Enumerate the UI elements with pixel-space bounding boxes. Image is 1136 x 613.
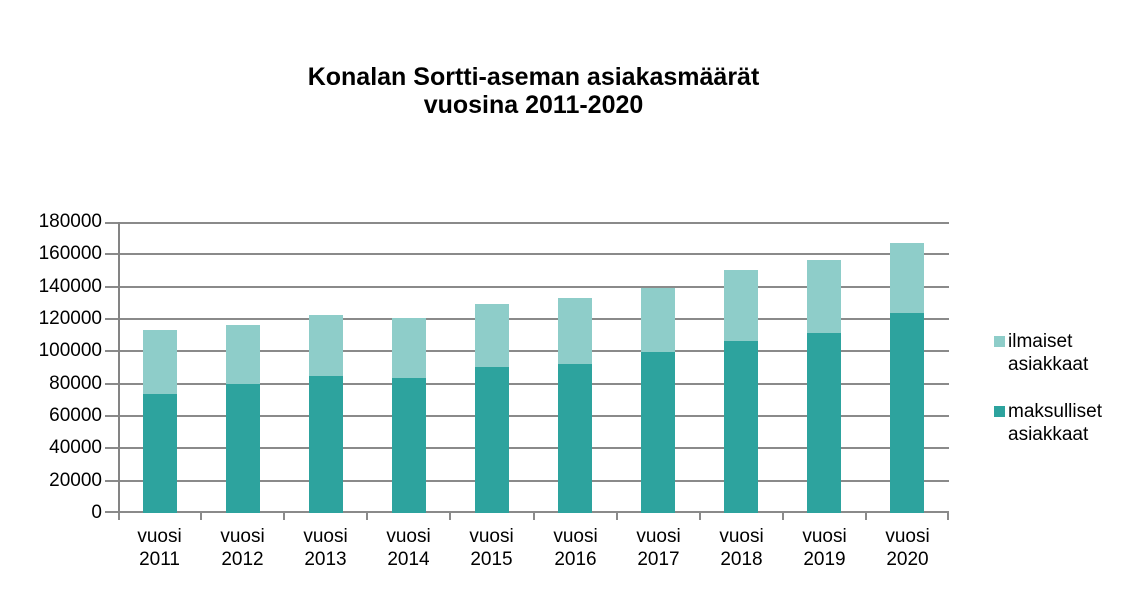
bar-segment-2019-maksulliset: [807, 333, 841, 513]
y-axis-tick: [105, 447, 118, 449]
bar-segment-2011-ilmaiset: [143, 330, 177, 394]
y-axis-tick: [105, 350, 118, 352]
y-axis-tick-label: 160000: [38, 243, 102, 264]
y-axis-tick-label: 20000: [49, 470, 102, 491]
x-axis-tick: [533, 513, 535, 520]
gridline: [118, 253, 949, 255]
x-axis-category-label: vuosi 2016: [553, 526, 598, 570]
legend-swatch-icon: [994, 406, 1005, 417]
bar-segment-2017-maksulliset: [641, 352, 675, 513]
gridline: [118, 222, 949, 224]
bar-segment-2012-maksulliset: [226, 384, 260, 513]
y-axis-tick: [105, 222, 118, 224]
legend-item-ilmaiset: ilmaiset asiakkaat: [994, 330, 1132, 376]
chart-title-line1: Konalan Sortti-aseman asiakasmäärät: [307, 63, 760, 91]
x-axis-category-label: vuosi 2014: [386, 526, 431, 570]
bar-segment-2016-ilmaiset: [558, 298, 592, 364]
x-axis-category-label: vuosi 2017: [636, 526, 681, 570]
x-axis-tick: [366, 513, 368, 520]
gridline: [118, 447, 949, 449]
gridline: [118, 511, 949, 513]
bar-segment-2015-maksulliset: [475, 367, 509, 513]
x-axis-tick: [947, 513, 949, 520]
gridline: [118, 286, 949, 288]
x-axis-category-label: vuosi 2011: [137, 526, 182, 570]
bar-segment-2020-ilmaiset: [890, 243, 924, 313]
bar-segment-2011-maksulliset: [143, 394, 177, 513]
legend-label: maksulliset asiakkaat: [1008, 401, 1102, 445]
y-axis-tick: [105, 253, 118, 255]
x-axis-category-label: vuosi 2015: [469, 526, 514, 570]
y-axis-tick: [105, 318, 118, 320]
legend-item-maksulliset: maksulliset asiakkaat: [994, 400, 1132, 446]
gridline: [118, 383, 949, 385]
gridline: [118, 350, 949, 352]
x-axis-tick: [118, 513, 120, 520]
y-axis-tick: [105, 415, 118, 417]
plot-area: [105, 222, 949, 520]
x-axis-tick: [200, 513, 202, 520]
y-axis-tick-label: 180000: [38, 211, 102, 232]
bar-segment-2020-maksulliset: [890, 313, 924, 513]
x-axis-category-label: vuosi 2018: [719, 526, 764, 570]
y-axis-tick: [105, 511, 118, 513]
bar-segment-2018-ilmaiset: [724, 270, 758, 341]
x-axis-category-label: vuosi 2013: [303, 526, 348, 570]
y-axis-tick-label: 60000: [49, 405, 102, 426]
bar-segment-2013-ilmaiset: [309, 315, 343, 376]
x-axis-tick: [699, 513, 701, 520]
chart-title-line2: vuosina 2011-2020: [423, 91, 644, 119]
x-axis-tick: [865, 513, 867, 520]
y-axis-tick: [105, 286, 118, 288]
y-axis-tick-label: 120000: [38, 308, 102, 329]
legend-swatch-icon: [994, 336, 1005, 347]
chart-title: Konalan Sortti-aseman asiakasmäärät vuos…: [118, 63, 949, 119]
y-axis-tick-label: 0: [91, 502, 102, 523]
x-axis-labels: vuosi 2011 vuosi 2012 vuosi 2013 vuosi 2014…: [118, 525, 949, 575]
legend-label: ilmaiset asiakkaat: [1008, 331, 1089, 375]
y-axis-tick-label: 140000: [38, 276, 102, 297]
bar-segment-2012-ilmaiset: [226, 325, 260, 384]
bar-segment-2013-maksulliset: [309, 376, 343, 513]
bar-segment-2019-ilmaiset: [807, 260, 841, 333]
y-axis-tick-label: 40000: [49, 437, 102, 458]
gridline: [118, 318, 949, 320]
bar-segment-2017-ilmaiset: [641, 288, 675, 352]
gridline: [118, 415, 949, 417]
bar-segment-2014-maksulliset: [392, 378, 426, 513]
bar-segment-2014-ilmaiset: [392, 318, 426, 378]
x-axis-tick: [616, 513, 618, 520]
y-axis-tick: [105, 383, 118, 385]
x-axis-category-label: vuosi 2020: [885, 526, 930, 570]
y-axis-labels: 0 20000 40000 60000 80000 100000 120000 140000 1…: [0, 211, 102, 523]
y-axis-tick-label: 100000: [38, 340, 102, 361]
y-axis-tick: [105, 480, 118, 482]
bar-segment-2016-maksulliset: [558, 364, 592, 513]
x-axis-tick: [782, 513, 784, 520]
legend: ilmaiset asiakkaat maksulliset asiakkaat: [994, 330, 1132, 470]
x-axis-category-label: vuosi 2012: [220, 526, 265, 570]
gridline: [118, 480, 949, 482]
x-axis-tick: [449, 513, 451, 520]
x-axis-tick: [283, 513, 285, 520]
x-axis-category-label: vuosi 2019: [802, 526, 847, 570]
y-axis-line: [118, 222, 120, 513]
y-axis-tick-label: 80000: [49, 373, 102, 394]
bar-segment-2018-maksulliset: [724, 341, 758, 513]
bar-segment-2015-ilmaiset: [475, 304, 509, 367]
